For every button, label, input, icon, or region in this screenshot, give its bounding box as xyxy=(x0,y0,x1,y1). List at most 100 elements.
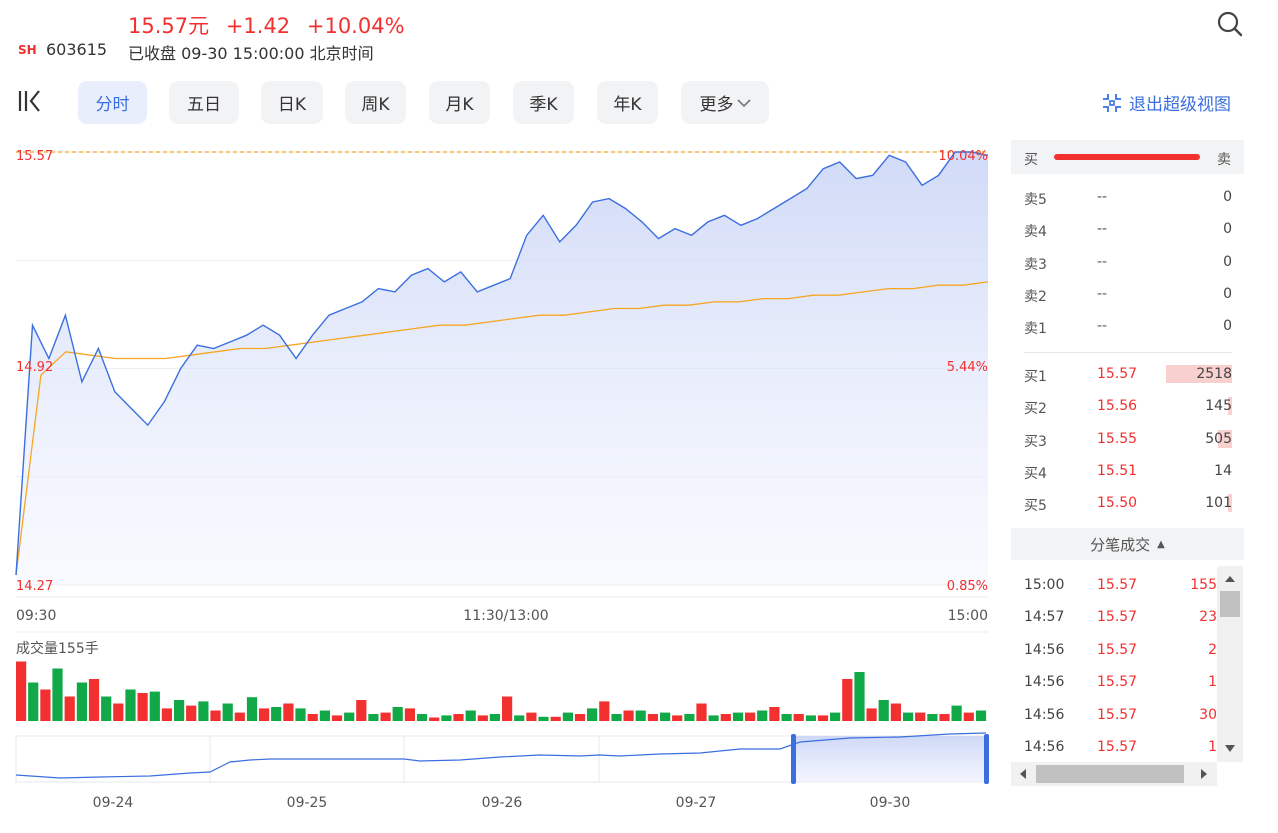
book-qty: 0 xyxy=(1223,189,1232,205)
volume-bar xyxy=(817,715,829,721)
book-label: 卖3 xyxy=(1024,256,1047,273)
tab-label: 月K xyxy=(445,95,474,115)
tab-0[interactable]: 分时 xyxy=(78,81,147,124)
overview-selection[interactable] xyxy=(793,736,987,782)
bid-row-1[interactable]: 买1 15.57 2518 xyxy=(1011,364,1244,386)
tab-5[interactable]: 季K xyxy=(513,81,574,124)
stock-code: 603615 xyxy=(46,40,108,59)
volume-bar xyxy=(222,703,233,721)
market-badge: SH xyxy=(18,43,37,57)
overview-date-label: 09-25 xyxy=(287,795,328,811)
volume-bar xyxy=(453,714,464,721)
volume-bar xyxy=(587,708,598,721)
x-label-midday: 11:30/13:00 xyxy=(463,608,548,624)
volume-bar xyxy=(781,714,792,721)
book-price: -- xyxy=(1097,318,1108,335)
book-label: 卖5 xyxy=(1024,192,1047,208)
hscroll-thumb[interactable] xyxy=(1036,765,1184,783)
pct-label-bottom: 0.85% xyxy=(947,579,988,594)
overview-date-label: 09-27 xyxy=(676,795,717,811)
volume-bar xyxy=(137,693,148,721)
book-qty: 0 xyxy=(1223,285,1232,302)
book-qty: 14 xyxy=(1214,462,1232,479)
tab-2[interactable]: 日K xyxy=(261,81,323,124)
tick-trades-header[interactable]: 分笔成交 ▲ xyxy=(1011,528,1244,560)
ratio-bar xyxy=(1054,154,1200,160)
tick-time: 14:57 xyxy=(1024,609,1065,626)
volume-bar xyxy=(392,707,403,721)
tab-label: 日K xyxy=(277,95,307,115)
tab-4[interactable]: 月K xyxy=(429,81,490,124)
ask-row-3[interactable]: 卖3 -- 0 xyxy=(1011,252,1244,274)
qty-bar xyxy=(1218,429,1232,448)
exit-super-view-button[interactable]: 退出超级视图 xyxy=(1102,90,1231,115)
tick-price: 15.57 xyxy=(1097,706,1138,723)
volume-bar xyxy=(429,717,440,721)
volume-bar xyxy=(186,705,197,721)
volume-bar xyxy=(28,682,39,721)
book-qty: 101 xyxy=(1205,495,1232,512)
overview-date-label: 09-26 xyxy=(482,795,523,811)
volume-bar xyxy=(356,700,367,721)
overview-handle-right[interactable] xyxy=(984,734,989,784)
book-qty: 0 xyxy=(1223,253,1232,270)
volume-bar xyxy=(234,712,245,721)
sell-label: 卖 xyxy=(1217,152,1231,168)
vscroll-thumb[interactable] xyxy=(1220,591,1240,617)
book-price: 15.50 xyxy=(1097,495,1138,512)
price-line: 15.57元 +1.42 +10.04% xyxy=(128,10,415,40)
volume-bar xyxy=(514,715,525,721)
volume-bar xyxy=(684,714,695,721)
book-label: 买2 xyxy=(1024,401,1047,418)
book-price: 15.57 xyxy=(1097,366,1138,382)
tick-vol: 1 xyxy=(1208,739,1217,755)
search-icon xyxy=(1217,11,1243,37)
volume-bar xyxy=(271,707,282,721)
book-price: 15.51 xyxy=(1097,462,1138,479)
volume-bar xyxy=(757,710,768,721)
tick-price: 15.57 xyxy=(1097,674,1138,691)
book-price: -- xyxy=(1097,285,1108,302)
bid-row-3[interactable]: 买3 15.55 505 xyxy=(1011,429,1244,451)
tab-6[interactable]: 年K xyxy=(597,81,658,124)
tick-list[interactable]: 15:00 15.57 155 14:57 15.57 23 14:56 15.57 2 14:5… xyxy=(1011,566,1217,762)
tick-vol: 23 xyxy=(1199,609,1217,626)
scroll-right-icon xyxy=(1201,769,1207,779)
ask-row-5[interactable]: 卖1 -- 0 xyxy=(1011,316,1244,338)
book-price: 15.56 xyxy=(1097,398,1138,415)
volume-bar xyxy=(404,708,415,721)
volume-bar xyxy=(732,712,744,721)
tab-3[interactable]: 周K xyxy=(345,81,406,124)
volume-bar xyxy=(854,672,865,721)
volume-bar xyxy=(574,714,586,721)
volume-bar xyxy=(623,710,634,721)
volume-bar xyxy=(149,691,160,721)
tab-1[interactable]: 五日 xyxy=(169,81,239,124)
overview-handle-left[interactable] xyxy=(791,734,796,784)
tab-7[interactable]: 更多 xyxy=(681,81,769,124)
book-label: 买1 xyxy=(1024,369,1047,385)
book-label: 卖1 xyxy=(1024,321,1047,338)
book-label: 卖2 xyxy=(1024,288,1047,305)
tick-time: 14:56 xyxy=(1024,674,1065,691)
volume-bar xyxy=(368,714,379,721)
bid-row-4[interactable]: 买4 15.51 14 xyxy=(1011,461,1244,483)
intraday-chart[interactable]: 15.57 14.92 14.27 10.04% 5.44% 0.85% 09:… xyxy=(0,130,1000,830)
bid-row-2[interactable]: 买2 15.56 145 xyxy=(1011,396,1244,418)
tab-label: 五日 xyxy=(187,95,221,115)
buy-label: 买 xyxy=(1024,152,1038,168)
ask-row-1[interactable]: 卖5 -- 0 xyxy=(1011,187,1244,209)
book-qty: 0 xyxy=(1223,221,1232,238)
book-price: -- xyxy=(1097,253,1108,270)
volume-bar xyxy=(720,714,731,721)
collapse-button[interactable] xyxy=(17,88,43,114)
tick-row: 14:56 15.57 1 xyxy=(1011,737,1217,759)
overview-date-label: 09-24 xyxy=(93,795,134,811)
book-price: -- xyxy=(1097,189,1108,205)
volume-bar xyxy=(319,710,330,721)
volume-bar xyxy=(842,679,853,721)
search-button[interactable] xyxy=(1216,10,1244,38)
bid-row-5[interactable]: 买5 15.50 101 xyxy=(1011,493,1244,515)
ask-row-2[interactable]: 卖4 -- 0 xyxy=(1011,219,1244,241)
ask-row-4[interactable]: 卖2 -- 0 xyxy=(1011,284,1244,306)
